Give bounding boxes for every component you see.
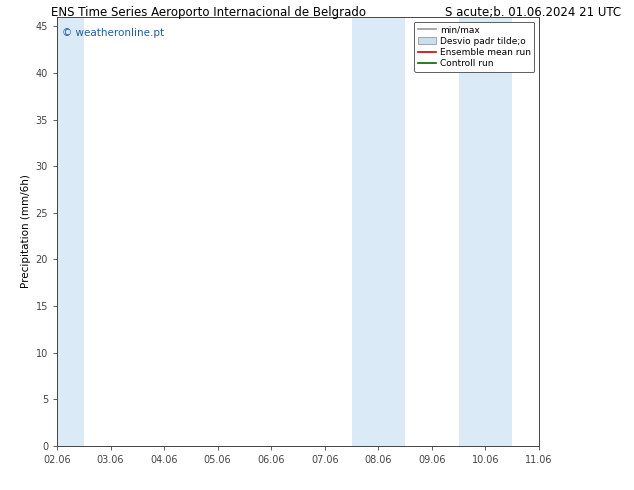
Bar — [458, 17, 512, 446]
Y-axis label: Precipitation (mm/6h): Precipitation (mm/6h) — [22, 174, 31, 289]
Bar — [351, 17, 405, 446]
Bar — [30, 17, 84, 446]
Text: © weatheronline.pt: © weatheronline.pt — [62, 28, 164, 38]
Legend: min/max, Desvio padr tilde;o, Ensemble mean run, Controll run: min/max, Desvio padr tilde;o, Ensemble m… — [415, 22, 534, 72]
Text: ENS Time Series Aeroporto Internacional de Belgrado: ENS Time Series Aeroporto Internacional … — [51, 6, 366, 19]
Text: S acute;b. 01.06.2024 21 UTC: S acute;b. 01.06.2024 21 UTC — [445, 6, 621, 19]
